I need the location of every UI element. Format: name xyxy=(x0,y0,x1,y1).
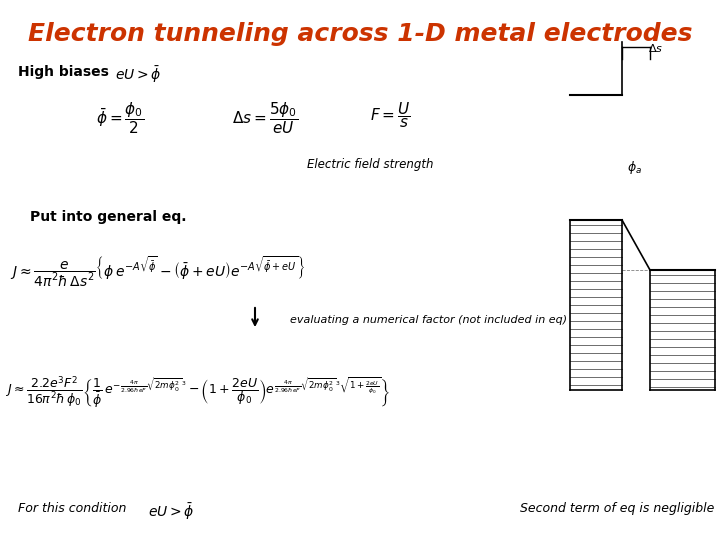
Text: $\Delta s = \dfrac{5\phi_0}{eU}$: $\Delta s = \dfrac{5\phi_0}{eU}$ xyxy=(232,100,298,136)
Text: High biases: High biases xyxy=(18,65,109,79)
Text: $eU > \bar{\phi}$: $eU > \bar{\phi}$ xyxy=(115,64,161,85)
Text: $J \approx \dfrac{e}{4\pi^2\hbar\,\Delta s^2}\left\{\phi\, e^{-A\sqrt{\bar{\phi}: $J \approx \dfrac{e}{4\pi^2\hbar\,\Delta… xyxy=(10,255,305,289)
Text: $eU > \bar{\phi}$: $eU > \bar{\phi}$ xyxy=(148,501,194,522)
Text: Put into general eq.: Put into general eq. xyxy=(30,210,186,224)
Text: evaluating a numerical factor (not included in eq): evaluating a numerical factor (not inclu… xyxy=(290,315,567,325)
Text: $J \approx \dfrac{2.2e^3F^2}{16\pi^2\hbar\,\phi_0}\left\{\dfrac{1}{\bar{\phi}}\,: $J \approx \dfrac{2.2e^3F^2}{16\pi^2\hba… xyxy=(5,375,391,411)
Text: $\Delta s$: $\Delta s$ xyxy=(648,42,663,54)
Text: $\phi_a$: $\phi_a$ xyxy=(627,159,642,176)
Text: For this condition: For this condition xyxy=(18,502,127,515)
Text: $F = \dfrac{U}{s}$: $F = \dfrac{U}{s}$ xyxy=(369,100,410,130)
Text: $\bar{\phi} = \dfrac{\phi_0}{2}$: $\bar{\phi} = \dfrac{\phi_0}{2}$ xyxy=(96,100,144,136)
Text: Electron tunneling across 1-D metal electrodes: Electron tunneling across 1-D metal elec… xyxy=(28,22,692,46)
Text: Electric field strength: Electric field strength xyxy=(307,158,433,171)
Text: Second term of eq is negligible: Second term of eq is negligible xyxy=(520,502,714,515)
